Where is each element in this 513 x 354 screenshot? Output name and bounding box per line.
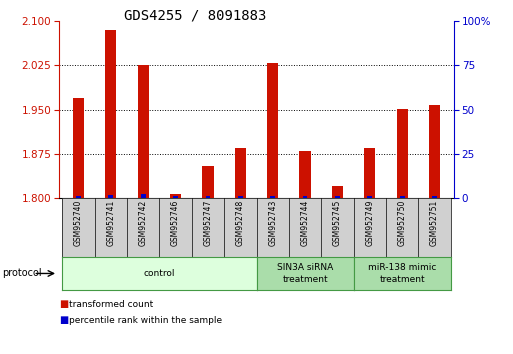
Bar: [400, 196, 405, 198]
Bar: [364, 148, 376, 198]
Text: control: control: [144, 269, 175, 278]
Text: GDS4255 / 8091883: GDS4255 / 8091883: [124, 9, 266, 23]
Bar: [429, 105, 440, 198]
Text: ■: ■: [59, 315, 68, 325]
Text: GSM952746: GSM952746: [171, 200, 180, 246]
Bar: [173, 196, 178, 198]
Bar: [335, 196, 340, 198]
Bar: [76, 196, 81, 198]
Text: protocol: protocol: [3, 268, 42, 279]
Bar: [270, 196, 275, 198]
Bar: [234, 148, 246, 198]
Bar: [267, 63, 279, 198]
Bar: [202, 166, 213, 198]
Text: GSM952749: GSM952749: [365, 200, 374, 246]
Text: GSM952740: GSM952740: [74, 200, 83, 246]
Bar: [397, 109, 408, 198]
Text: GSM952748: GSM952748: [236, 200, 245, 246]
Text: miR-138 mimic
treatment: miR-138 mimic treatment: [368, 263, 437, 284]
Bar: [170, 194, 181, 198]
Bar: [432, 196, 437, 198]
Bar: [73, 98, 84, 198]
Text: GSM952745: GSM952745: [333, 200, 342, 246]
Bar: [108, 195, 113, 198]
Text: GSM952742: GSM952742: [139, 200, 148, 246]
Text: GSM952747: GSM952747: [204, 200, 212, 246]
Bar: [206, 196, 210, 198]
Bar: [141, 194, 146, 198]
Text: GSM952751: GSM952751: [430, 200, 439, 246]
Bar: [303, 196, 307, 198]
Text: GSM952744: GSM952744: [301, 200, 309, 246]
Text: percentile rank within the sample: percentile rank within the sample: [69, 316, 222, 325]
Text: SIN3A siRNA
treatment: SIN3A siRNA treatment: [277, 263, 333, 284]
Text: GSM952743: GSM952743: [268, 200, 277, 246]
Text: GSM952750: GSM952750: [398, 200, 407, 246]
Text: transformed count: transformed count: [69, 300, 153, 309]
Bar: [367, 196, 372, 198]
Bar: [105, 30, 116, 198]
Bar: [300, 151, 311, 198]
Text: ■: ■: [59, 299, 68, 309]
Bar: [137, 65, 149, 198]
Bar: [238, 196, 243, 198]
Text: GSM952741: GSM952741: [106, 200, 115, 246]
Bar: [332, 187, 343, 198]
